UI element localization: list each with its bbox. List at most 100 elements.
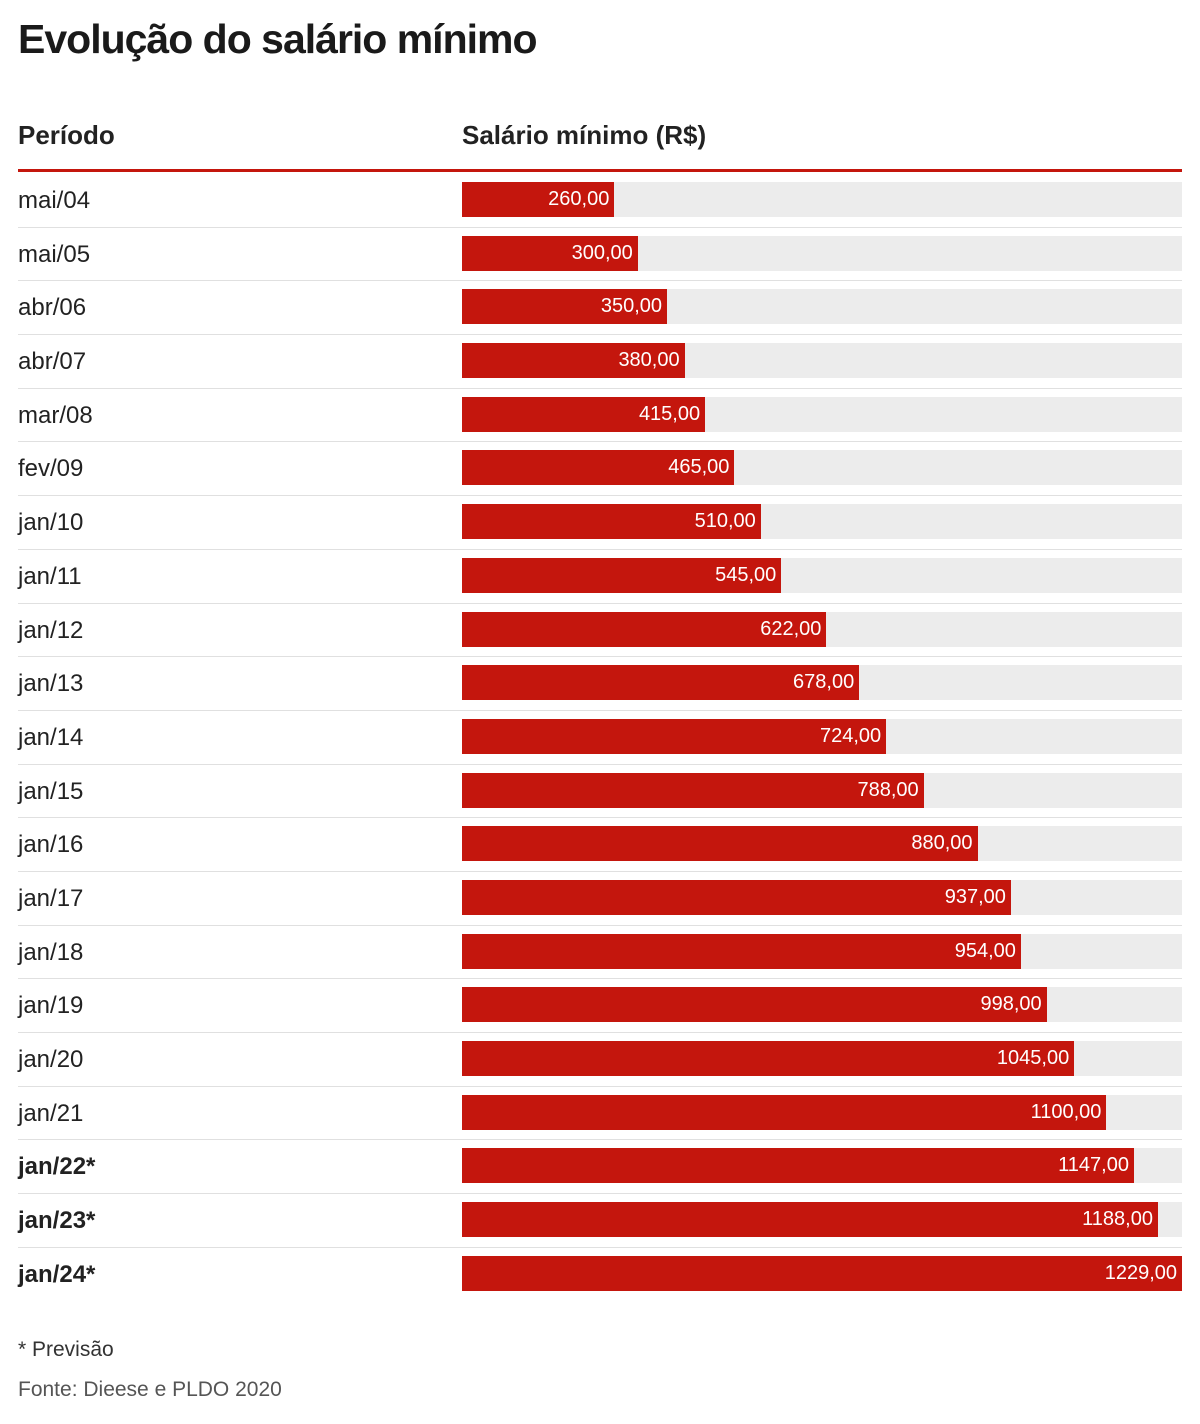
bar-track: 380,00 — [462, 343, 1182, 379]
chart-row: jan/14 724,00 — [0, 711, 1200, 765]
value-column-header: Salário mínimo (R$) — [462, 120, 707, 150]
bar-track: 880,00 — [462, 826, 1182, 862]
bar-value-label: 415,00 — [638, 402, 701, 425]
bar: 260,00 — [462, 182, 615, 217]
bar-value-label: 465,00 — [668, 456, 730, 479]
bar: 510,00 — [462, 504, 761, 540]
bar-value-label: 510,00 — [694, 510, 756, 533]
row-divider — [18, 602, 1182, 604]
row-divider — [18, 387, 1182, 389]
category-label: jan/22* — [18, 1153, 96, 1181]
row-divider — [18, 656, 1182, 658]
bar: 724,00 — [462, 718, 887, 754]
bar-value-label: 1147,00 — [1058, 1154, 1129, 1177]
bar: 1100,00 — [462, 1094, 1107, 1130]
bar: 1147,00 — [462, 1148, 1134, 1184]
chart-row: jan/19 998,00 — [0, 979, 1200, 1033]
bar-value-label: 880,00 — [911, 832, 973, 855]
bar-track: 788,00 — [462, 772, 1182, 808]
chart-row: jan/21 1100,00 — [0, 1087, 1200, 1141]
chart-row: jan/16 880,00 — [0, 818, 1200, 872]
chart-row: mai/04 260,00 — [0, 174, 1200, 228]
row-divider — [18, 334, 1182, 336]
bar-track: 1100,00 — [462, 1094, 1182, 1130]
category-label: jan/13 — [18, 670, 84, 698]
chart-row: jan/17 937,00 — [0, 872, 1200, 926]
period-column-header: Período — [18, 120, 115, 150]
bar: 350,00 — [462, 289, 668, 325]
bar-value-label: 954,00 — [954, 939, 1016, 962]
bar: 1045,00 — [462, 1041, 1075, 1076]
category-label: jan/24* — [18, 1260, 96, 1288]
row-divider — [18, 870, 1182, 872]
bar-track: 545,00 — [462, 557, 1182, 593]
category-label: mai/05 — [18, 240, 91, 268]
bar-track: 1147,00 — [462, 1148, 1182, 1184]
chart-row: mar/08 415,00 — [0, 389, 1200, 443]
row-divider — [18, 1193, 1182, 1195]
bar: 1188,00 — [462, 1202, 1158, 1238]
header-rule — [18, 169, 1182, 172]
bar-value-label: 260,00 — [548, 188, 610, 210]
chart-row: jan/20 1045,00 — [0, 1033, 1200, 1087]
chart-row: jan/18 954,00 — [0, 926, 1200, 980]
bar-value-label: 545,00 — [715, 563, 777, 586]
chart-row: abr/07 380,00 — [0, 335, 1200, 389]
bar-value-label: 1229,00 — [1104, 1261, 1177, 1284]
bar-value-label: 380,00 — [618, 349, 680, 372]
row-divider — [18, 280, 1182, 282]
bar: 954,00 — [462, 933, 1021, 969]
category-label: jan/16 — [18, 831, 84, 859]
bar-track: 350,00 — [462, 289, 1182, 325]
row-divider — [18, 495, 1182, 497]
bar-track: 678,00 — [462, 665, 1182, 701]
bar-track: 998,00 — [462, 987, 1182, 1023]
category-label: jan/12 — [18, 616, 84, 644]
category-label: mai/04 — [18, 187, 91, 214]
category-label: jan/15 — [18, 777, 84, 805]
bar-track: 1045,00 — [462, 1041, 1182, 1076]
bar-track: 1229,00 — [462, 1255, 1182, 1291]
row-divider — [18, 978, 1182, 980]
row-divider — [18, 817, 1182, 819]
row-divider — [18, 441, 1182, 443]
bar: 998,00 — [462, 987, 1047, 1023]
chart-row: jan/13 678,00 — [0, 657, 1200, 711]
category-label: abr/06 — [18, 294, 87, 322]
chart-row: jan/11 545,00 — [0, 550, 1200, 604]
bar: 415,00 — [462, 396, 706, 432]
bar-value-label: 724,00 — [819, 724, 882, 747]
chart-title: Evolução do salário mínimo — [18, 16, 538, 62]
footnote: * Previsão — [18, 1338, 114, 1361]
bar: 465,00 — [462, 450, 735, 486]
bar: 880,00 — [462, 826, 978, 862]
category-label: mar/08 — [18, 401, 93, 429]
chart-row: jan/24* 1229,00 — [0, 1248, 1200, 1302]
bar-value-label: 937,00 — [944, 885, 1006, 908]
bar-track: 622,00 — [462, 611, 1182, 647]
source-note: Fonte: Dieese e PLDO 2020 — [18, 1378, 282, 1401]
bar-track: 1188,00 — [462, 1202, 1182, 1238]
category-label: jan/23* — [18, 1207, 96, 1235]
bar: 937,00 — [462, 879, 1011, 915]
bar-value-label: 1045,00 — [996, 1047, 1070, 1069]
bar-value-label: 1100,00 — [1030, 1100, 1102, 1123]
bar-value-label: 1188,00 — [1082, 1208, 1153, 1231]
chart-row: jan/15 788,00 — [0, 765, 1200, 819]
category-label: jan/21 — [18, 1099, 84, 1127]
row-divider — [18, 763, 1182, 765]
bar-track: 510,00 — [462, 504, 1182, 540]
row-divider — [18, 1085, 1182, 1087]
bar: 1229,00 — [462, 1255, 1182, 1291]
chart-row: fev/09 465,00 — [0, 442, 1200, 497]
bar-track: 954,00 — [462, 933, 1182, 969]
row-divider — [18, 548, 1182, 550]
chart-row: jan/23* 1188,00 — [0, 1194, 1200, 1248]
bar: 545,00 — [462, 557, 782, 593]
bar-value-label: 350,00 — [600, 295, 663, 318]
row-divider — [18, 1139, 1182, 1141]
bar-value-label: 300,00 — [571, 241, 633, 264]
bar-value-label: 998,00 — [980, 993, 1042, 1016]
chart-row: mai/05 300,00 — [0, 228, 1200, 282]
category-label: jan/14 — [18, 723, 84, 751]
